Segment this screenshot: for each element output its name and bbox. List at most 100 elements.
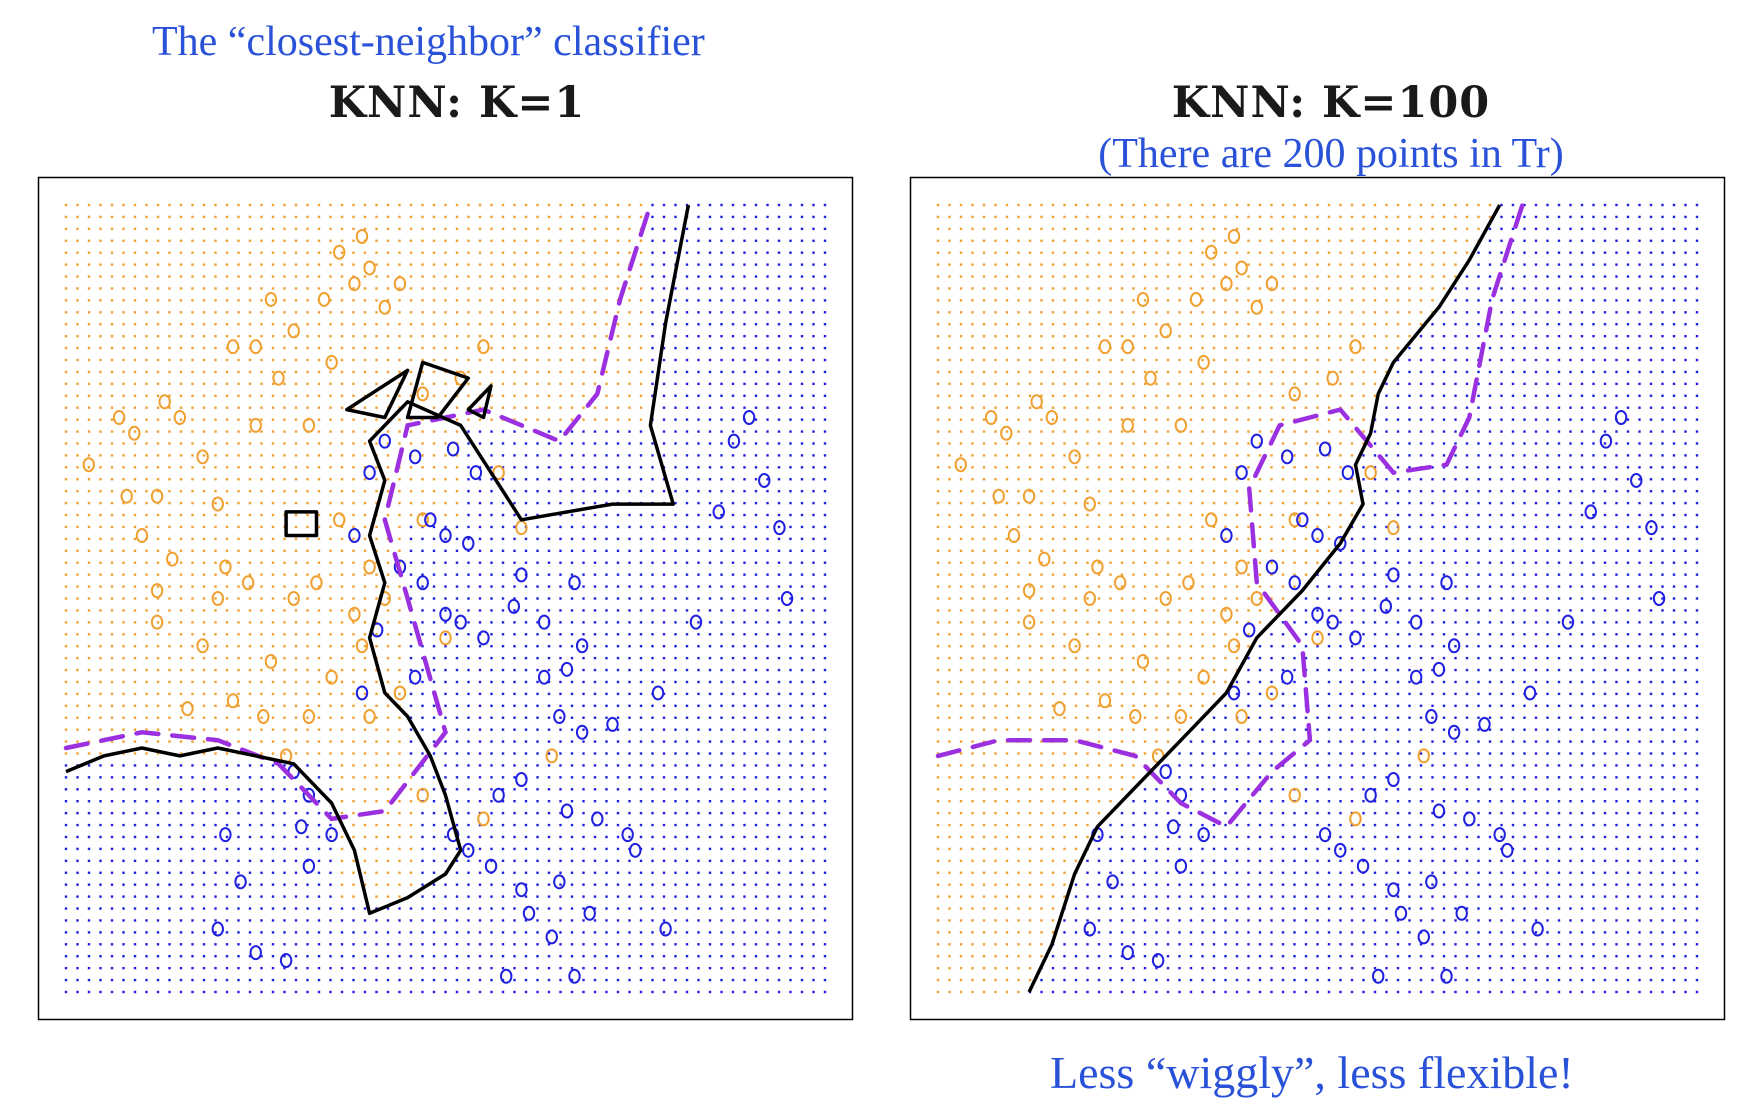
grid-dot [651, 990, 654, 994]
grid-dot [570, 537, 574, 541]
grid-dot [294, 275, 298, 278]
orange-point [211, 591, 225, 606]
grid-dot [455, 311, 459, 314]
grid-dot [283, 334, 286, 338]
grid-dot [777, 871, 781, 874]
grid-dot [467, 633, 470, 636]
grid-dot [248, 907, 252, 910]
grid-dot [513, 597, 516, 600]
grid-dot [421, 442, 424, 445]
grid-dot [421, 227, 424, 231]
right-annotation: (There are 200 points in Tr) [1098, 131, 1564, 177]
grid-dot [478, 931, 482, 934]
grid-dot [386, 871, 390, 874]
grid-dot [559, 788, 562, 791]
grid-dot [76, 585, 79, 588]
grid-dot [982, 585, 986, 588]
grid-dot [99, 287, 102, 290]
grid-dot [467, 955, 470, 958]
grid-dot [789, 811, 792, 815]
grid-dot [110, 489, 114, 493]
grid-dot [936, 346, 940, 350]
grid-dot [248, 430, 252, 433]
grid-dot [559, 800, 562, 803]
grid-dot [76, 728, 79, 731]
grid-dot [616, 215, 620, 219]
grid-dot [145, 871, 148, 874]
blue-point [659, 921, 672, 937]
grid-dot [754, 800, 758, 803]
grid-dot [421, 859, 424, 863]
grid-dot [317, 728, 321, 731]
grid-dot [214, 478, 217, 481]
grid-dot [386, 740, 390, 743]
grid-dot [948, 955, 951, 958]
grid-dot [363, 370, 367, 374]
grid-dot [214, 334, 217, 338]
grid-dot [214, 454, 217, 457]
grid-dot [64, 406, 68, 409]
grid-dot [490, 239, 493, 242]
grid-dot [409, 501, 413, 505]
grid-dot [294, 680, 298, 684]
grid-dot [662, 346, 666, 350]
grid-dot [317, 442, 321, 445]
grid-dot [398, 800, 401, 803]
grid-dot [110, 955, 114, 958]
grid-dot [64, 680, 68, 684]
grid-dot [536, 871, 539, 874]
grid-dot [444, 430, 447, 433]
grid-dot [582, 823, 585, 827]
grid-dot [524, 275, 528, 278]
grid-dot [478, 978, 482, 982]
grid-dot [971, 489, 974, 493]
grid-dot [237, 907, 240, 910]
grid-dot [789, 358, 792, 362]
grid-dot [375, 466, 378, 469]
grid-dot [202, 418, 206, 421]
grid-dot [340, 990, 344, 994]
grid-dot [674, 704, 677, 708]
grid-dot [352, 215, 355, 219]
grid-dot [375, 907, 378, 910]
grid-dot [99, 966, 102, 970]
grid-dot [812, 227, 815, 231]
grid-dot [800, 489, 804, 493]
grid-dot [490, 644, 493, 648]
grid-dot [340, 609, 344, 612]
grid-dot [982, 346, 986, 350]
grid-dot [766, 597, 769, 600]
grid-dot [570, 215, 574, 219]
grid-dot [444, 990, 447, 994]
grid-dot [766, 501, 769, 505]
grid-dot [317, 382, 321, 386]
grid-dot [501, 501, 505, 505]
grid-dot [76, 800, 79, 803]
grid-dot [766, 394, 769, 397]
grid-dot [800, 454, 804, 457]
grid-dot [982, 537, 986, 541]
grid-dot [122, 668, 125, 672]
grid-dot [179, 263, 183, 266]
grid-dot [409, 287, 413, 290]
grid-dot [191, 358, 194, 362]
grid-dot [513, 370, 516, 374]
grid-dot [823, 752, 827, 755]
grid-dot [76, 656, 79, 660]
grid-dot [812, 334, 815, 338]
grid-dot [317, 585, 321, 588]
grid-dot [179, 466, 183, 469]
grid-dot [959, 752, 963, 755]
grid-dot [283, 704, 286, 708]
grid-dot [959, 454, 963, 457]
grid-dot [593, 919, 597, 922]
grid-dot [708, 370, 712, 374]
grid-dot [409, 573, 413, 576]
grid-dot [628, 275, 631, 278]
grid-dot [936, 454, 940, 457]
grid-dot [398, 835, 401, 839]
grid-dot [697, 656, 700, 660]
grid-dot [76, 418, 79, 421]
grid-dot [547, 346, 551, 350]
grid-dot [936, 561, 940, 564]
